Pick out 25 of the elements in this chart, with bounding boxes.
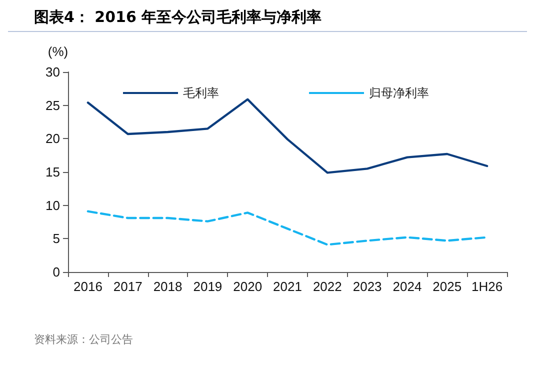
- line-series: [86, 210, 488, 246]
- legend-label: 毛利率: [183, 86, 219, 100]
- x-tick-label: 2016: [73, 279, 102, 294]
- x-tick-label: 2021: [273, 279, 302, 294]
- x-tick-label: 2017: [113, 279, 142, 294]
- x-tick-label: 2023: [352, 279, 382, 294]
- y-tick-label: 30: [46, 64, 60, 80]
- chart-title: 图表4： 2016 年至今公司毛利率与净利率: [8, 8, 527, 32]
- line-series: [86, 98, 488, 174]
- x-tick-label: 2020: [233, 279, 262, 294]
- x-tick-label: 2018: [153, 279, 182, 294]
- y-tick-label: 20: [46, 131, 60, 146]
- x-tick-label: 1H26: [472, 279, 503, 294]
- y-axis-title: (%): [48, 44, 68, 59]
- y-tick-label: 10: [46, 198, 60, 213]
- y-tick-label: 0: [52, 264, 60, 280]
- legend-label: 归母净利率: [369, 86, 429, 100]
- y-tick-label: 15: [46, 164, 60, 180]
- x-tick-label: 2022: [312, 279, 342, 294]
- x-tick-label: 2024: [392, 279, 422, 294]
- y-tick-label: 25: [46, 98, 60, 113]
- y-tick-label: 5: [52, 231, 60, 246]
- x-tick-label: 2025: [432, 279, 462, 294]
- text: 资料来源：公司公告: [33, 332, 134, 347]
- x-tick-label: 2019: [193, 279, 222, 294]
